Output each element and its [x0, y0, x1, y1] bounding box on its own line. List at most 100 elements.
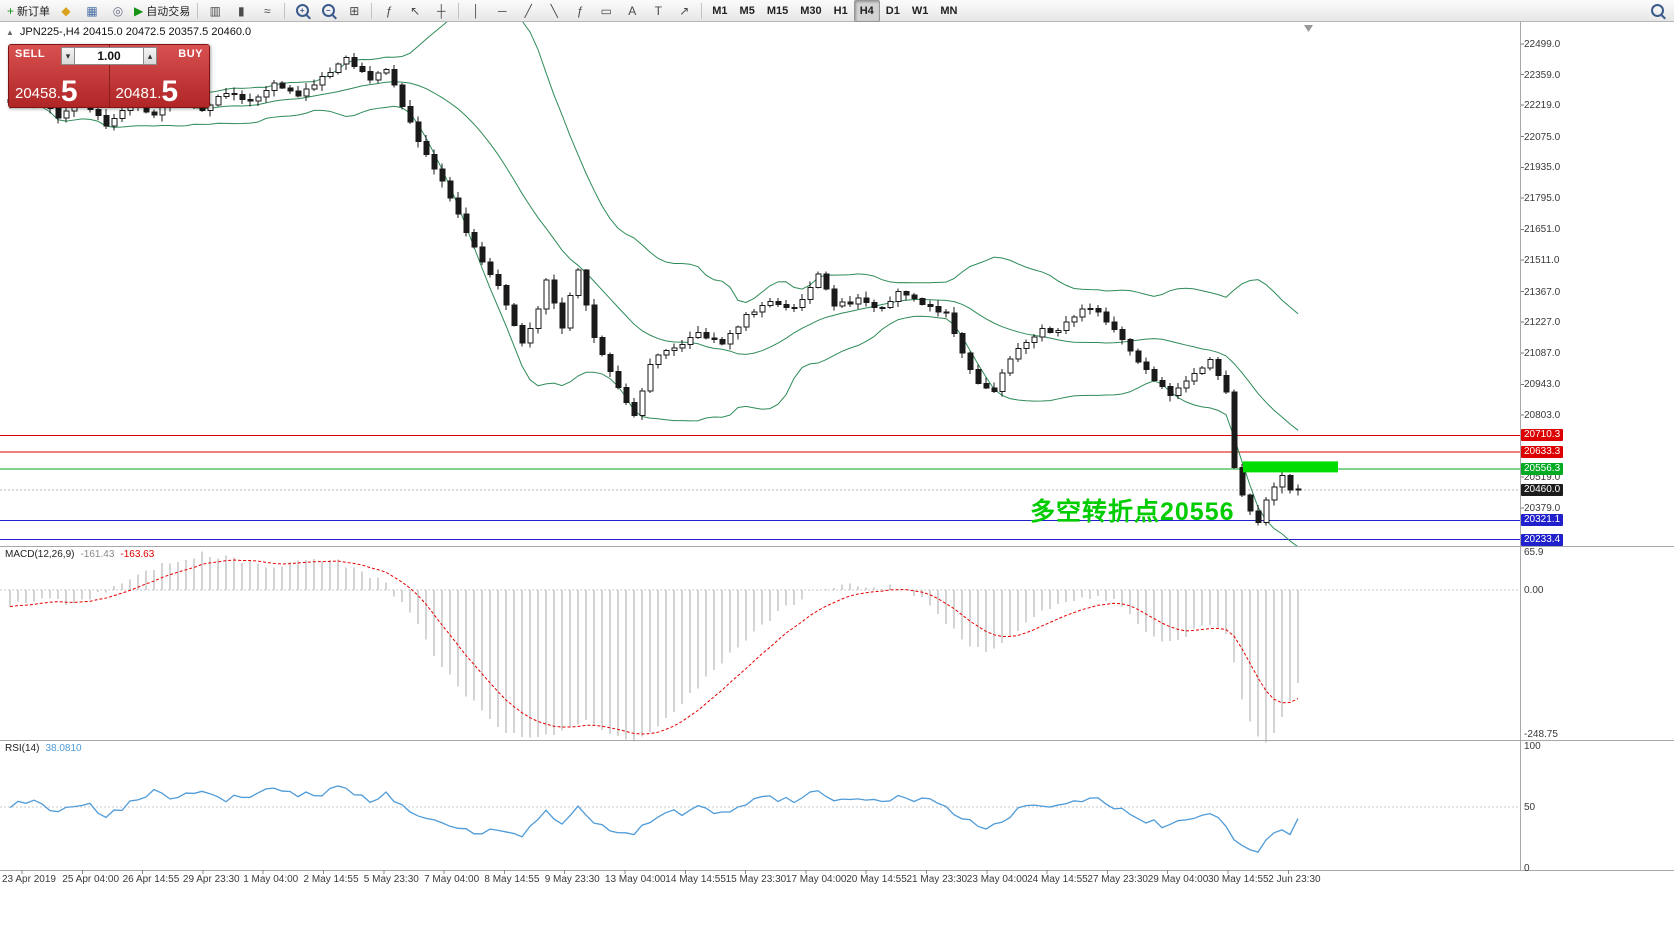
toolbar: + 新订单 ◆ ▦ ◎ ▶ 自动交易 ▥ ▮ ≈ + − ⊞ ƒ ↖ ┼ │ ─ ╱ ╲ ƒ ▭ A T ↗ M1 M5 M15 M30… [0, 0, 1674, 22]
indicators-button-icon: ƒ [385, 3, 393, 18]
horizontal-line-button[interactable]: ─ [489, 1, 515, 21]
crosshair-button-icon: ┼ [436, 3, 446, 18]
shapes-button[interactable]: ▭ [593, 1, 619, 21]
shapes-button-icon: ▭ [600, 3, 612, 18]
new-order-button[interactable]: + 新订单 [4, 1, 53, 21]
toolbar-separator [197, 2, 199, 19]
sell-price: 20458. 5 [15, 75, 78, 108]
fibonacci-button-icon: ƒ [576, 3, 584, 18]
autotrading-button[interactable]: ▶ 自动交易 [131, 1, 193, 21]
bollinger-bands [9, 22, 1299, 548]
collapse-panel-icon[interactable]: ▲ [6, 27, 14, 37]
timeframe-m15-button[interactable]: M15 [761, 0, 794, 22]
timeframe-mn-button[interactable]: MN [934, 0, 963, 22]
vertical-line-button-icon: │ [472, 3, 481, 18]
chart-canvas[interactable] [0, 22, 1674, 944]
rsi-indicator-label: RSI(14) 38.0810 [5, 743, 82, 754]
cursor-button[interactable]: ↖ [402, 1, 428, 21]
tile-windows-button[interactable]: ⊞ [341, 1, 367, 21]
new-order-button-label: 新订单 [17, 5, 51, 18]
chart-ohlc-info: ▲ JPN225-,H4 20415.0 20472.5 20357.5 204… [6, 26, 251, 38]
bar-chart-button-icon: ▥ [209, 3, 221, 18]
timeframe-m5-button[interactable]: M5 [734, 0, 761, 22]
label-button-icon: T [654, 3, 662, 18]
toolbox-button[interactable]: ◆ [53, 1, 79, 21]
text-button-icon: A [628, 3, 637, 18]
vertical-line-button[interactable]: │ [463, 1, 489, 21]
rsi-line [9, 785, 1299, 853]
toolbar-separator [458, 2, 460, 19]
macd-signal-line [9, 559, 1299, 735]
candlestick-chart-button[interactable]: ▮ [228, 1, 254, 21]
timeframe-m30-button-label: M30 [800, 4, 822, 17]
market-watch-button[interactable]: ▦ [79, 1, 105, 21]
buy-price-pips: 5 [161, 75, 179, 108]
label-button[interactable]: T [645, 1, 671, 21]
magnifier-icon: − [321, 4, 335, 17]
indicators-button[interactable]: ƒ [376, 1, 402, 21]
volume-decrease-button[interactable]: ▾ [61, 47, 75, 65]
cursor-button-icon: ↖ [410, 3, 421, 18]
line-chart-button-icon: ≈ [263, 3, 271, 18]
navigator-button[interactable]: ◎ [105, 1, 131, 21]
new-order-button-icon: + [7, 3, 15, 18]
candlestick-series [7, 53, 1302, 526]
sell-label: SELL [15, 48, 46, 60]
one-click-trading-panel: SELL 20458.5 BUY 20481.5 ▾ ▴ [8, 44, 210, 108]
tile-windows-button-icon: ⊞ [349, 3, 360, 18]
search-button[interactable] [1644, 1, 1670, 21]
zoom-in-button[interactable]: + [289, 1, 315, 21]
text-button[interactable]: A [619, 1, 645, 21]
panel-separators [0, 43, 1674, 874]
trendline-button[interactable]: ╱ [515, 1, 541, 21]
channel-button[interactable]: ╲ [541, 1, 567, 21]
sell-price-pips: 5 [60, 75, 78, 108]
macd-name: MACD(12,26,9) [5, 549, 75, 560]
autotrading-button-label: 自动交易 [146, 5, 191, 18]
magnifier-icon: + [295, 4, 309, 17]
timeframe-h1-button[interactable]: H1 [828, 0, 854, 22]
macd-histogram [0, 551, 1520, 743]
timeframe-m1-button-label: M1 [712, 4, 728, 17]
trendline-button-icon: ╱ [524, 3, 532, 18]
timeframe-w1-button-label: W1 [911, 4, 929, 17]
crosshair-button[interactable]: ┼ [428, 1, 454, 21]
timeframe-m15-button-label: M15 [766, 4, 789, 17]
horizontal-line-button-icon: ─ [497, 3, 507, 18]
line-chart-button[interactable]: ≈ [254, 1, 280, 21]
magnifier-icon [1650, 4, 1664, 17]
timeframe-m30-button[interactable]: M30 [794, 0, 827, 22]
macd-signal-value: -163.63 [120, 549, 155, 560]
channel-button-icon: ╲ [550, 3, 558, 18]
highlight-rectangle [1243, 461, 1338, 473]
volume-box: ▾ ▴ [61, 47, 157, 65]
timeframe-h4-button-label: H4 [859, 4, 874, 17]
arrow-tools-button-icon: ↗ [679, 3, 690, 18]
volume-input[interactable] [75, 47, 143, 65]
timeframe-m1-button[interactable]: M1 [706, 0, 733, 22]
symbol-ohlc-text: JPN225-,H4 20415.0 20472.5 20357.5 20460… [19, 26, 252, 38]
toolbar-separator [371, 2, 373, 19]
timeframe-h4-button[interactable]: H4 [853, 0, 880, 22]
arrow-tools-button[interactable]: ↗ [671, 1, 697, 21]
timeframe-d1-button-label: D1 [885, 4, 900, 17]
chart-shift-marker [1304, 25, 1313, 32]
chart-area[interactable]: 22499.0 22359.0 22219.0 22075.0 21935.0 21795… [0, 22, 1674, 944]
toolbox-button-icon: ◆ [61, 3, 71, 18]
timeframe-m5-button-label: M5 [739, 4, 755, 17]
rsi-name: RSI(14) [5, 743, 40, 754]
timeframe-h1-button-label: H1 [833, 4, 848, 17]
chart-text-annotation: 多空转折点20556 [1030, 498, 1235, 526]
buy-price: 20481. 5 [116, 75, 179, 108]
macd-main-value: -161.43 [80, 549, 115, 560]
toolbar-separator [284, 2, 286, 19]
candlestick-chart-button-icon: ▮ [237, 3, 245, 18]
zoom-out-button[interactable]: − [315, 1, 341, 21]
timeframe-w1-button[interactable]: W1 [906, 0, 935, 22]
timeframe-d1-button[interactable]: D1 [880, 0, 906, 22]
fibonacci-button[interactable]: ƒ [567, 1, 593, 21]
volume-increase-button[interactable]: ▴ [143, 47, 157, 65]
sell-price-main: 20458. [15, 85, 61, 102]
bar-chart-button[interactable]: ▥ [202, 1, 228, 21]
